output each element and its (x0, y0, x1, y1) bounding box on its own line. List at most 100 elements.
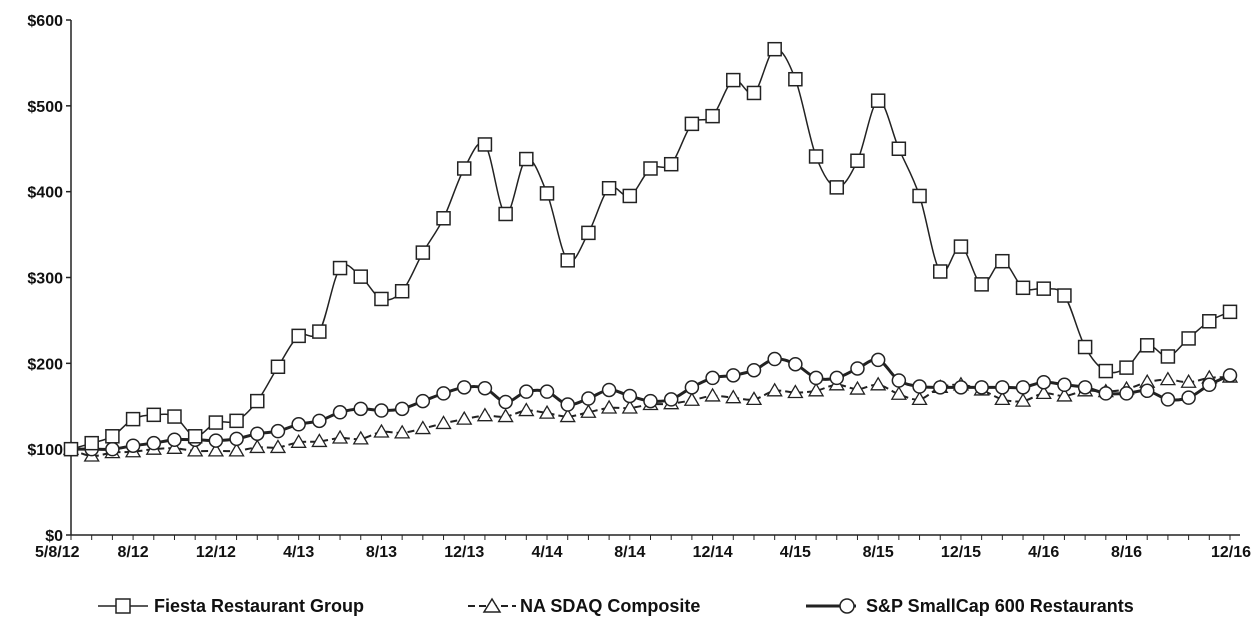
data-point-fiesta (374, 291, 389, 307)
data-point-fiesta (1015, 280, 1031, 296)
data-point-sp600 (684, 380, 700, 395)
data-point-sp600 (767, 351, 782, 367)
data-point-fiesta (808, 149, 824, 164)
data-point-fiesta (746, 85, 762, 101)
data-point-nasdaq (518, 402, 535, 417)
legend-marker-triangle (482, 597, 502, 613)
data-point-sp600 (1015, 380, 1031, 395)
data-point-fiesta (498, 206, 513, 222)
data-point-nasdaq (580, 403, 597, 418)
data-point-sp600 (581, 391, 596, 406)
data-point-sp600 (912, 379, 927, 394)
data-point-nasdaq (870, 376, 887, 391)
legend-label-fiesta: Fiesta Restaurant Group (154, 596, 364, 616)
data-point-sp600 (436, 386, 451, 401)
data-point-sp600 (539, 384, 555, 399)
data-point-nasdaq (559, 408, 576, 423)
data-point-sp600 (519, 384, 534, 399)
data-point-sp600 (291, 417, 306, 432)
data-point-fiesta (581, 225, 596, 241)
data-point-fiesta (250, 393, 265, 409)
data-point-fiesta (705, 108, 720, 124)
data-point-fiesta (1119, 360, 1134, 375)
data-point-fiesta (270, 359, 286, 375)
data-point-sp600 (477, 380, 493, 396)
data-point-nasdaq (187, 442, 204, 457)
data-point-nasdaq (394, 424, 411, 439)
x-tick-label: 4/13 (283, 544, 314, 561)
data-point-sp600 (270, 423, 286, 439)
data-point-fiesta (560, 253, 575, 268)
data-point-nasdaq (890, 385, 907, 400)
data-point-fiesta (870, 93, 886, 108)
data-point-sp600 (1202, 377, 1217, 393)
data-point-nasdaq (435, 415, 452, 430)
data-point-nasdaq (249, 439, 266, 454)
data-point-sp600 (167, 432, 182, 447)
legend-marker-square (115, 598, 131, 614)
data-point-nasdaq (1014, 392, 1032, 407)
data-point-nasdaq (166, 440, 183, 454)
y-tick-label: $100 (27, 442, 63, 459)
data-point-nasdaq (497, 408, 514, 423)
x-tick-label: 4/14 (531, 544, 562, 561)
data-point-sp600 (974, 380, 989, 395)
data-point-fiesta (436, 211, 451, 226)
data-point-sp600 (870, 352, 886, 368)
data-point-fiesta (891, 141, 907, 156)
data-point-nasdaq (1159, 371, 1177, 386)
x-axis-ticks: 5/8/12 8/12 12/12 4/13 8/13 12/13 4/14 8/14 12/1… (35, 535, 1251, 561)
data-point-sp600 (705, 370, 720, 386)
data-point-fiesta (312, 324, 327, 339)
x-tick-label: 4/15 (780, 544, 811, 561)
data-point-fiesta (953, 239, 969, 254)
data-point-fiesta (187, 429, 203, 444)
data-point-fiesta (912, 188, 927, 204)
data-point-fiesta (1202, 314, 1217, 329)
data-point-sp600 (1181, 390, 1196, 405)
data-point-sp600 (1098, 386, 1114, 401)
data-point-nasdaq (725, 389, 742, 404)
x-tick-label: 5/8/12 (35, 544, 80, 561)
data-point-nasdaq (228, 442, 245, 457)
data-point-fiesta (1098, 363, 1114, 379)
x-tick-label: 12/16 (1211, 544, 1251, 561)
data-point-fiesta (1160, 349, 1176, 364)
x-tick-label: 4/16 (1028, 544, 1059, 561)
data-point-fiesta (829, 180, 845, 195)
data-point-nasdaq (456, 410, 473, 425)
data-point-fiesta (84, 435, 99, 451)
data-point-nasdaq (807, 382, 825, 397)
data-point-sp600 (125, 438, 141, 453)
data-point-nasdaq (311, 433, 328, 448)
legend-marker-circle (839, 598, 855, 614)
data-point-nasdaq (414, 420, 431, 435)
data-point-fiesta (456, 161, 472, 176)
data-point-sp600 (146, 435, 162, 451)
data-point-nasdaq (766, 382, 783, 397)
data-point-sp600 (456, 380, 472, 395)
data-point-sp600 (250, 426, 265, 441)
data-point-nasdaq (269, 439, 287, 454)
x-tick-label: 12/14 (693, 544, 733, 561)
data-point-sp600 (394, 401, 410, 417)
data-point-sp600 (415, 393, 431, 409)
data-point-fiesta (63, 441, 79, 457)
data-point-nasdaq (352, 430, 369, 445)
data-point-sp600 (560, 397, 575, 412)
data-point-fiesta (850, 153, 865, 169)
data-point-sp600 (1222, 368, 1238, 383)
data-point-fiesta (974, 277, 989, 292)
data-point-nasdaq (849, 380, 866, 395)
x-tick-label: 8/16 (1111, 544, 1142, 561)
data-point-nasdaq (1056, 387, 1073, 402)
data-point-sp600 (643, 393, 658, 409)
x-tick-label: 12/12 (196, 544, 236, 561)
data-point-fiesta (1057, 288, 1072, 303)
y-tick-label: $0 (45, 528, 63, 545)
series-line-nasdaq (70, 376, 1231, 458)
x-tick-label: 12/13 (444, 544, 484, 561)
data-point-sp600 (933, 380, 948, 395)
data-point-fiesta (125, 411, 141, 427)
